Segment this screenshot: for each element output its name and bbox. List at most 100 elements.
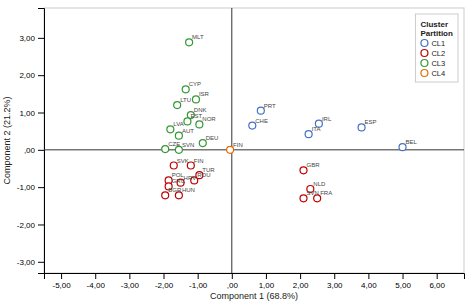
y-tick: -2,00 — [17, 221, 44, 230]
x-tick-label: -1,00 — [189, 281, 208, 290]
y-tick: 1,00 — [19, 109, 44, 118]
x-tick-mark — [437, 273, 438, 279]
plot-frame — [44, 8, 464, 273]
points — [162, 39, 406, 202]
y-tick-label: 3,00 — [19, 34, 35, 43]
x-tick-mark — [300, 273, 301, 279]
point-label: ITA — [312, 126, 321, 132]
point-label: DEU — [206, 135, 219, 141]
y-axis-title: Component 2 (21.2%) — [2, 96, 12, 184]
y-tick-label: 2,00 — [19, 71, 35, 80]
y-tick-mark — [38, 187, 44, 188]
y-tick-mark — [38, 262, 44, 263]
point-label: FRA — [320, 190, 332, 196]
x-tick: -2,00 — [155, 273, 174, 290]
point-label: ESP — [365, 119, 377, 125]
y-tick: 2,00 — [19, 71, 44, 80]
x-tick-mark — [266, 273, 267, 279]
point-label: GRC — [172, 178, 186, 184]
x-tick: 6,00 — [429, 273, 445, 290]
y-axis-line — [38, 9, 45, 274]
x-tick-label: 4,00 — [361, 281, 377, 290]
x-tick: 4,00 — [361, 273, 377, 290]
point-label: SVN — [307, 190, 319, 196]
point-label: LVA — [173, 121, 183, 127]
y-tick-mark — [38, 75, 44, 76]
x-tick: 3,00 — [327, 273, 343, 290]
y-tick-label: 1,00 — [19, 109, 35, 118]
x-tick: -3,00 — [121, 273, 140, 290]
x-tick: -1,00 — [189, 273, 208, 290]
legend-marker — [421, 60, 428, 67]
x-tick-label: 2,00 — [293, 281, 309, 290]
y-tick-mark — [38, 150, 44, 151]
x-tick-label: 5,00 — [395, 281, 411, 290]
point-label: SVN — [182, 142, 194, 148]
legend-title: ClusterPartition — [420, 20, 453, 38]
x-tick: 2,00 — [293, 273, 309, 290]
x-tick-label: -2,00 — [155, 281, 174, 290]
legend-marker — [421, 70, 428, 77]
x-tick-mark — [164, 273, 165, 279]
x-tick: 5,00 — [395, 273, 411, 290]
y-tick: -3,00 — [17, 258, 44, 267]
point-label: ROU — [197, 172, 210, 178]
x-tick: ,00 — [227, 273, 239, 290]
point-label: FIN — [194, 158, 204, 164]
legend-title-line: Partition — [420, 29, 453, 38]
x-tick-mark — [198, 273, 199, 279]
legend-marker — [421, 50, 428, 57]
point-label: NLD — [313, 181, 326, 187]
y-tick: ,00 — [24, 146, 44, 155]
point-label: CZE — [168, 141, 180, 147]
y-tick-mark — [38, 224, 44, 225]
point-label: DNK — [194, 107, 207, 113]
legend-label: CL4 — [431, 69, 445, 78]
x-tick-mark — [334, 273, 335, 279]
legend-label: CL2 — [431, 49, 445, 58]
legend-label: CL3 — [431, 59, 445, 68]
y-tick: 3,00 — [19, 34, 44, 43]
point-label: SVK — [177, 158, 189, 164]
point-label: CHE — [255, 118, 268, 124]
point-label: PRT — [264, 103, 276, 109]
legend-frame — [415, 14, 458, 82]
y-tick-mark — [38, 113, 44, 114]
legend-title-line: Cluster — [420, 20, 448, 29]
x-tick-label: -4,00 — [87, 281, 106, 290]
point-label: LTU — [180, 97, 191, 103]
x-tick-mark — [232, 273, 233, 279]
point-label: IRL — [322, 116, 332, 122]
x-axis-title: Component 1 (68.8%) — [210, 291, 298, 301]
point-label: NOR — [202, 116, 216, 122]
x-tick-mark — [95, 273, 96, 279]
point-label: CYP — [189, 81, 201, 87]
x-tick: -5,00 — [52, 273, 71, 290]
point-label: EST — [190, 113, 202, 119]
y-tick-label: -2,00 — [17, 221, 36, 230]
point-label: HRV — [184, 175, 197, 181]
x-tick-mark — [368, 273, 369, 279]
point-labels: PRTCHEIRLITAESPBELSVKFINPOLHRVROUGRCBGRH… — [168, 34, 417, 196]
x-tick-mark — [61, 273, 62, 279]
y-axis: -3,00-2,00-1,00,001,002,003,00 — [17, 9, 45, 274]
y-tick-label: -3,00 — [17, 258, 36, 267]
point-label: BEL — [406, 139, 418, 145]
x-tick-mark — [403, 273, 404, 279]
x-tick-label: -3,00 — [121, 281, 140, 290]
point-label: AUT — [182, 128, 194, 134]
point-label: FIN — [233, 142, 243, 148]
y-tick-label: ,00 — [24, 146, 36, 155]
series — [162, 162, 321, 202]
legend-label: CL1 — [431, 39, 445, 48]
point-label: HUN — [182, 187, 195, 193]
point-label: BGR — [168, 187, 182, 193]
x-tick-label: -5,00 — [52, 281, 71, 290]
legend-marker — [421, 40, 428, 47]
x-axis: -5,00-4,00-3,00-2,00-1,00,001,002,003,00… — [45, 273, 465, 290]
point-label: MLT — [192, 34, 204, 40]
x-tick-label: 3,00 — [327, 281, 343, 290]
x-tick-label: ,00 — [227, 281, 239, 290]
legend: ClusterPartitionCL1CL2CL3CL4 — [415, 14, 458, 82]
point-label: GBR — [307, 162, 321, 168]
